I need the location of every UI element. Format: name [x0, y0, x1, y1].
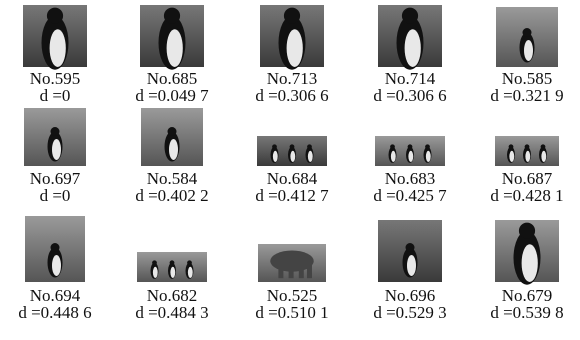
- penguin-belly: [52, 255, 61, 276]
- penguin-belly: [273, 151, 278, 162]
- thumbnail: [378, 220, 442, 282]
- penguin-head: [170, 260, 175, 265]
- penguin-head: [290, 144, 295, 149]
- penguin-belly: [167, 29, 183, 67]
- thumbnail: [137, 252, 207, 282]
- penguin-belly: [50, 29, 66, 67]
- penguin-head: [425, 144, 430, 149]
- penguin-belly: [524, 40, 533, 61]
- thumbnail: [496, 7, 558, 67]
- penguin-belly: [287, 29, 303, 67]
- penguin-belly: [407, 255, 416, 276]
- penguin-head: [519, 223, 535, 239]
- penguin-head: [51, 243, 60, 252]
- item-distance: d =0.049 7: [135, 86, 209, 105]
- thumbnail: [258, 244, 326, 282]
- item-distance: d =0.425 7: [373, 186, 447, 205]
- item-distance: d =0.412 7: [255, 186, 329, 205]
- penguin-belly: [169, 139, 178, 160]
- penguin-belly: [541, 151, 546, 162]
- thumbnail: [23, 5, 87, 70]
- penguin-head: [187, 260, 192, 265]
- thumbnail: [257, 136, 327, 166]
- penguin-head: [168, 127, 177, 136]
- item-distance: d =0.306 6: [373, 86, 446, 105]
- thumbnail: [495, 220, 559, 285]
- item-distance: d =0.402 2: [135, 186, 208, 205]
- penguin-head: [307, 144, 312, 149]
- item-distance: d =0: [40, 186, 71, 205]
- penguin-head: [284, 8, 300, 24]
- penguin-belly: [426, 151, 431, 162]
- penguin-head: [47, 8, 63, 24]
- penguin-head: [523, 28, 532, 37]
- thumbnail: [24, 108, 86, 166]
- penguin-belly: [509, 151, 514, 162]
- penguin-belly: [290, 151, 295, 162]
- penguin-belly: [522, 244, 538, 282]
- penguin-head: [408, 144, 413, 149]
- elephant-leg: [307, 265, 312, 278]
- penguin-head: [541, 144, 546, 149]
- elephant-leg: [289, 265, 294, 278]
- penguin-head: [402, 8, 418, 24]
- penguin-head: [272, 144, 277, 149]
- item-distance: d =0.321 9: [490, 86, 563, 105]
- penguin-belly: [52, 139, 61, 160]
- item-distance: d =0.539 8: [490, 303, 563, 322]
- item-distance: d =0: [40, 86, 71, 105]
- penguin-head: [164, 8, 180, 24]
- penguin-belly: [391, 151, 396, 162]
- thumbnail: [140, 5, 204, 70]
- penguin-belly: [170, 267, 175, 278]
- penguin-head: [406, 243, 415, 252]
- thumbnail: [378, 5, 442, 70]
- penguin-head: [152, 260, 157, 265]
- thumbnail: [141, 108, 203, 166]
- penguin-head: [390, 144, 395, 149]
- thumbnail: [375, 136, 445, 166]
- penguin-belly: [308, 151, 313, 162]
- elephant-leg: [299, 265, 304, 278]
- item-distance: d =0.448 6: [18, 303, 91, 322]
- penguin-head: [525, 144, 530, 149]
- item-distance: d =0.529 3: [373, 303, 446, 322]
- penguin-head: [509, 144, 514, 149]
- penguin-belly: [525, 151, 530, 162]
- penguin-belly: [405, 29, 421, 67]
- thumbnail: [260, 5, 324, 70]
- item-distance: d =0.306 6: [255, 86, 328, 105]
- item-distance: d =0.428 1: [490, 186, 563, 205]
- penguin-belly: [153, 267, 158, 278]
- penguin-head: [51, 127, 60, 136]
- item-distance: d =0.484 3: [135, 303, 208, 322]
- penguin-belly: [408, 151, 413, 162]
- figure: No.595d =0No.685d =0.049 7No.713d =0.306…: [0, 0, 580, 340]
- thumbnail: [495, 136, 559, 166]
- elephant-leg: [278, 265, 283, 278]
- item-distance: d =0.510 1: [255, 303, 328, 322]
- penguin-belly: [188, 267, 193, 278]
- thumbnail: [25, 216, 85, 282]
